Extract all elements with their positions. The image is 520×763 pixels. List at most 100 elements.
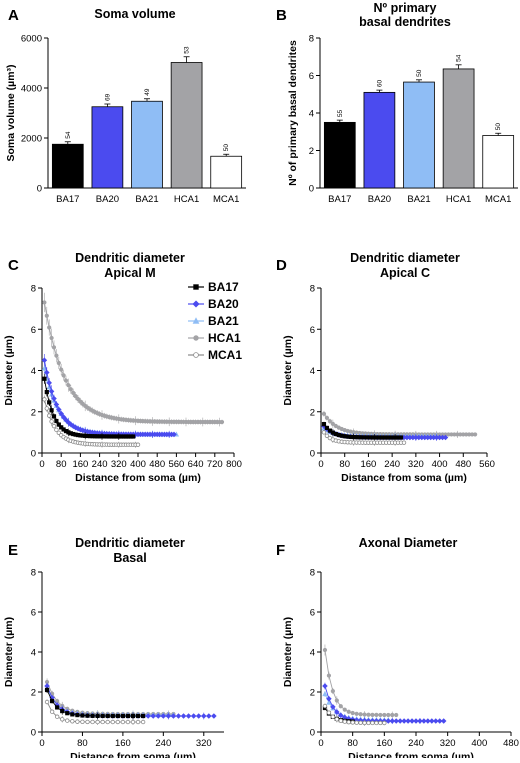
data-point (330, 704, 336, 710)
data-point (442, 434, 449, 441)
data-point (135, 713, 141, 719)
data-point (60, 717, 65, 722)
panel-a-title: Soma volume (94, 7, 175, 21)
x-tick-label: 80 (347, 738, 358, 749)
data-point (190, 713, 197, 719)
legend-label: BA20 (208, 297, 239, 311)
data-point (56, 360, 61, 366)
data-point (44, 687, 50, 693)
x-axis-label: Distance from soma (µm) (341, 472, 467, 484)
data-point (327, 419, 332, 424)
legend-item-ba17: BA17 (188, 280, 239, 294)
data-point (382, 712, 387, 718)
data-point (47, 400, 52, 405)
data-point (115, 719, 121, 725)
data-point (326, 673, 332, 678)
panel-letter-b: B (276, 7, 287, 24)
x-tick-label: BA20 (368, 194, 391, 205)
x-tick-label: 400 (471, 738, 487, 749)
x-tick-label: 400 (130, 459, 146, 470)
data-point (125, 719, 131, 725)
x-tick-label: HCA1 (174, 194, 199, 205)
data-point (389, 718, 396, 724)
data-point (350, 720, 355, 725)
n-label: 53 (184, 46, 191, 54)
y-tick-label: 2 (31, 688, 36, 699)
x-tick-label: 560 (479, 459, 495, 470)
data-point (90, 713, 95, 718)
data-point (115, 713, 120, 719)
data-point (95, 713, 100, 718)
data-point (54, 427, 59, 433)
y-axis-label: Diameter (µm) (282, 617, 294, 687)
data-point (374, 712, 379, 718)
data-point (48, 388, 55, 395)
panel-b-title: Nº primary basal dendrites (359, 1, 451, 29)
y-axis-label: Nº of primary basal dendrites (287, 40, 299, 186)
panel-letter-e: E (8, 542, 18, 559)
legend-marker (192, 317, 200, 324)
x-tick-label: 80 (56, 459, 67, 470)
data-point (59, 425, 64, 430)
data-point (53, 401, 60, 408)
data-point (85, 719, 90, 725)
y-tick-label: 2 (309, 146, 314, 157)
panel-c-legend: BA17 BA20 BA21 HCA1 MCA1 (188, 280, 242, 362)
bar-ba17 (323, 121, 356, 189)
data-point (322, 683, 328, 689)
series-mca1 (44, 699, 146, 725)
x-tick-label: 800 (226, 459, 242, 470)
n-label: 55 (337, 110, 344, 118)
data-point (85, 713, 90, 718)
x-tick-label: 0 (318, 459, 323, 470)
data-point (42, 300, 47, 305)
data-point (59, 367, 64, 372)
data-point (370, 712, 375, 717)
data-point (405, 718, 411, 724)
data-point (322, 703, 328, 709)
x-tick-label: HCA1 (446, 194, 471, 205)
legend-label: HCA1 (208, 331, 241, 345)
x-tick-label: BA21 (407, 194, 430, 205)
y-tick-label: 4 (309, 109, 314, 120)
data-point (42, 397, 47, 402)
data-point (382, 720, 387, 726)
data-point (378, 712, 383, 718)
data-point (150, 713, 156, 719)
legend-label: BA21 (208, 314, 239, 328)
title-line: Dendritic diameter (75, 251, 185, 265)
x-tick-label: 160 (72, 459, 88, 470)
x-tick-label: 0 (39, 738, 44, 749)
bar-ba17 (51, 143, 84, 189)
data-point (326, 710, 332, 715)
data-point (63, 378, 69, 383)
x-tick-label: BA17 (56, 194, 79, 205)
data-point (70, 719, 75, 724)
data-point (61, 373, 66, 378)
y-axis-label: Soma volume (µm³) (5, 64, 17, 161)
n-label: 69 (104, 93, 111, 101)
x-tick-label: 320 (111, 459, 127, 470)
data-point (334, 717, 340, 722)
series-hca1 (321, 410, 478, 439)
data-point (56, 406, 62, 413)
title-line: Dendritic diameter (75, 536, 185, 550)
n-label: 49 (144, 88, 151, 96)
data-point (55, 705, 60, 710)
data-point (342, 707, 347, 712)
y-tick-label: 8 (309, 34, 314, 45)
series-hca1 (322, 644, 399, 719)
x-tick-label: 160 (115, 738, 131, 749)
data-point (175, 713, 182, 719)
data-point (90, 719, 95, 725)
series-hca1 (42, 292, 225, 427)
data-point (366, 712, 371, 717)
data-point (354, 711, 359, 716)
data-point (330, 714, 336, 719)
data-point (421, 718, 427, 724)
y-tick-label: 4 (31, 366, 36, 377)
x-tick-label: 0 (318, 738, 323, 749)
data-point (51, 345, 57, 350)
